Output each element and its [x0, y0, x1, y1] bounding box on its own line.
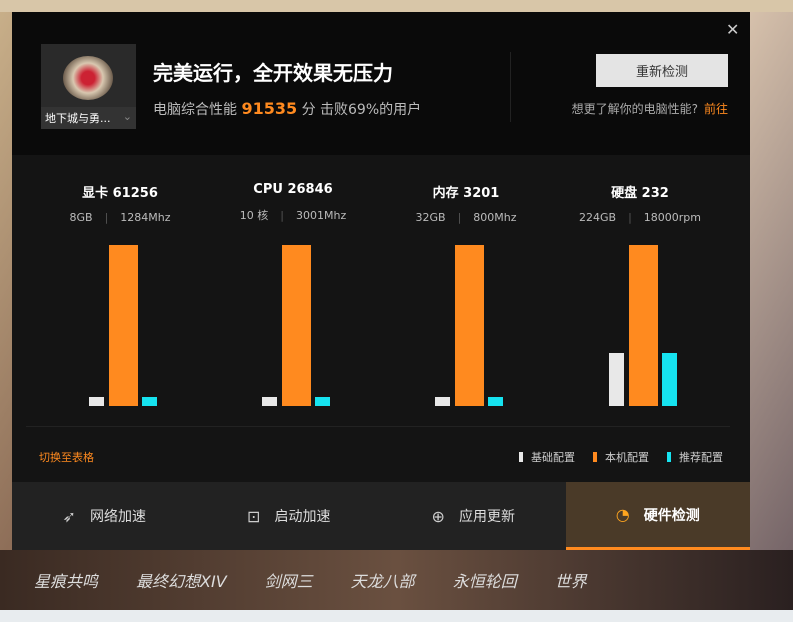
timer-icon: ◔ [615, 505, 630, 524]
metric-specs: 10 核 | 3001Mhz [239, 209, 347, 222]
rocket-icon: ➶ [62, 506, 76, 526]
metric-1: CPU 26846 10 核 | 3001Mhz [207, 182, 379, 223]
hardware-check-dialog: ✕ 地下城与勇... ⌄ 完美运行，全开效果无压力 电脑综合性能 91535 分 … [12, 12, 750, 550]
game-logo[interactable]: 星痕共鸣 [34, 572, 99, 591]
metric-title: 内存 3201 [432, 186, 500, 201]
tab-1[interactable]: ⊡ 启动加速 [197, 482, 382, 550]
legend-local: 本机配置 [593, 449, 649, 465]
boot-icon: ⊡ [247, 506, 261, 526]
metric-specs: 32GB | 800Mhz [415, 211, 517, 224]
metric-specs: 224GB | 18000rpm [578, 211, 701, 224]
tab-label: 启动加速 [274, 509, 331, 525]
score-suffix: 分 击败69%的用户 [301, 102, 422, 118]
recheck-button[interactable]: 重新检测 [596, 54, 728, 87]
bar-base [262, 397, 277, 406]
switch-to-table-link[interactable]: 切换至表格 [39, 451, 94, 464]
bar-recommended [662, 353, 677, 406]
legend-recommended: 推荐配置 [667, 449, 723, 465]
tab-0[interactable]: ➶ 网络加速 [12, 482, 197, 550]
more-info: 想更了解你的电脑性能? 前往 [572, 100, 728, 117]
tab-label: 硬件检测 [643, 507, 700, 524]
game-logo[interactable]: 天龙八部 [350, 572, 415, 591]
bar-local [109, 245, 138, 406]
bar-recommended [315, 397, 330, 406]
metric-title: CPU 26846 [253, 182, 333, 197]
divider [510, 52, 511, 122]
game-logo[interactable]: 最终幻想XIV [136, 572, 227, 591]
tab-3[interactable]: ◔ 硬件检测 [565, 482, 750, 550]
bar-base [435, 397, 450, 406]
game-logo [63, 56, 113, 100]
bar-recommended [142, 397, 157, 406]
bottom-tabs: ➶ 网络加速 ⊡ 启动加速 ⊕ 应用更新 ◔ 硬件检测 [12, 482, 750, 550]
game-logo[interactable]: 世界 [554, 572, 587, 591]
divider [26, 426, 730, 427]
game-dropdown[interactable]: 地下城与勇... ⌄ [41, 107, 136, 129]
tab-label: 网络加速 [89, 509, 146, 525]
metric-title: 硬盘 232 [611, 186, 669, 201]
chevron-down-icon: ⌄ [122, 110, 132, 123]
metric-specs: 8GB | 1284Mhz [69, 211, 171, 224]
go-link[interactable]: 前往 [703, 102, 728, 116]
score-value: 91535 [241, 99, 298, 118]
metric-2: 内存 3201 32GB | 800Mhz [380, 182, 552, 224]
bottom-bar [0, 610, 793, 622]
score-prefix: 电脑综合性能 [153, 102, 237, 118]
metric-0: 显卡 61256 8GB | 1284Mhz [34, 182, 206, 224]
metric-title: 显卡 61256 [82, 186, 158, 201]
upload-icon: ⊕ [431, 506, 445, 526]
tab-2[interactable]: ⊕ 应用更新 [381, 482, 566, 550]
game-logo[interactable]: 永恒轮回 [452, 572, 517, 591]
legend-base: 基础配置 [519, 449, 575, 465]
more-text: 想更了解你的电脑性能? [571, 102, 698, 116]
bar-recommended [488, 397, 503, 406]
game-name: 地下城与勇... [45, 112, 111, 125]
tab-label: 应用更新 [458, 509, 515, 525]
background [0, 0, 793, 12]
bar-base [609, 353, 624, 406]
bar-local [629, 245, 658, 406]
bar-base [89, 397, 104, 406]
game-selector[interactable]: 地下城与勇... ⌄ [41, 44, 136, 129]
score-line: 电脑综合性能 91535 分 击败69%的用户 [153, 99, 421, 119]
game-logo[interactable]: 剑网三 [264, 572, 313, 591]
close-icon[interactable]: ✕ [726, 20, 740, 39]
header: ✕ 地下城与勇... ⌄ 完美运行，全开效果无压力 电脑综合性能 91535 分 … [12, 12, 750, 155]
metric-3: 硬盘 232 224GB | 18000rpm [554, 182, 726, 224]
page-title: 完美运行，全开效果无压力 [153, 61, 393, 85]
bar-local [455, 245, 484, 406]
bar-local [282, 245, 311, 406]
game-logo-strip: 星痕共鸣 最终幻想XIV 剑网三 天龙八部 永恒轮回 世界 [0, 550, 793, 610]
legend: 基础配置 本机配置 推荐配置 [519, 449, 723, 465]
